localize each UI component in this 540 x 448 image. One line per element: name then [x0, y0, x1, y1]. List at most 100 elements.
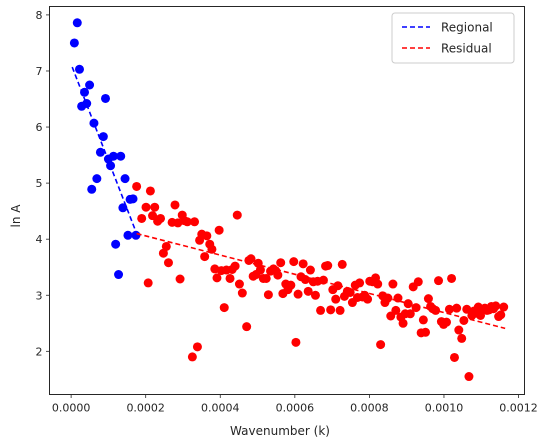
- point-residual-10: [161, 241, 171, 251]
- legend-box: [391, 12, 515, 64]
- point-regional-5: [82, 99, 92, 108]
- point-residual-71: [318, 275, 328, 285]
- point-residual-109: [413, 277, 423, 287]
- point-residual-73: [323, 261, 333, 271]
- point-residual-42: [246, 254, 256, 264]
- point-residual-9: [158, 248, 168, 258]
- point-residual-38: [234, 279, 244, 289]
- point-residual-76: [331, 294, 341, 304]
- point-regional-11: [98, 132, 108, 142]
- point-residual-117: [434, 276, 444, 286]
- legend: Regional Residual: [391, 12, 515, 64]
- point-residual-24: [200, 252, 210, 262]
- point-residual-2: [141, 202, 151, 212]
- point-residual-34: [225, 273, 235, 283]
- x-tick-label-6: 0.0012: [499, 402, 538, 415]
- point-regional-0: [69, 38, 79, 48]
- x-tick-label-3: 0.0006: [276, 402, 315, 415]
- point-regional-23: [128, 194, 138, 204]
- point-residual-103: [398, 318, 408, 328]
- y-tick-label-6: 8: [36, 9, 43, 22]
- x-tick-label-0: 0.0000: [52, 402, 91, 415]
- point-regional-24: [131, 230, 141, 240]
- point-residual-63: [298, 259, 308, 269]
- y-tick-label-4: 6: [36, 121, 43, 134]
- point-residual-70: [316, 305, 326, 315]
- point-residual-129: [464, 372, 474, 382]
- point-residual-74: [326, 305, 336, 315]
- y-tick-label-5: 7: [36, 65, 43, 78]
- point-residual-39: [237, 288, 247, 298]
- point-regional-16: [111, 239, 121, 249]
- point-residual-36: [230, 261, 240, 271]
- point-residual-18: [182, 217, 192, 227]
- point-residual-121: [444, 304, 454, 314]
- legend-label-residual: Residual: [441, 42, 492, 56]
- point-regional-2: [74, 64, 84, 74]
- y-tick-label-3: 5: [36, 177, 43, 190]
- point-residual-100: [391, 305, 401, 315]
- point-residual-30: [214, 225, 224, 235]
- point-residual-106: [405, 309, 415, 319]
- point-residual-54: [276, 258, 286, 268]
- point-residual-66: [305, 265, 315, 275]
- point-residual-124: [452, 303, 462, 313]
- point-residual-128: [462, 304, 472, 314]
- x-tick-label-2: 0.0004: [201, 402, 240, 415]
- point-regional-17: [114, 270, 124, 280]
- point-residual-82: [345, 287, 355, 297]
- point-residual-120: [442, 317, 451, 327]
- point-residual-58: [286, 280, 296, 290]
- point-regional-15: [108, 151, 118, 161]
- point-residual-89: [363, 294, 373, 304]
- point-residual-60: [291, 337, 301, 347]
- point-residual-46: [255, 265, 265, 275]
- point-residual-61: [293, 289, 303, 299]
- point-residual-108: [411, 303, 421, 313]
- point-regional-9: [92, 174, 102, 184]
- point-regional-10: [95, 147, 105, 157]
- x-tick-label-1: 0.0002: [126, 402, 165, 415]
- point-residual-37: [232, 210, 242, 220]
- point-residual-21: [192, 342, 202, 352]
- point-residual-32: [219, 303, 229, 313]
- point-residual-78: [335, 305, 345, 315]
- point-residual-0: [132, 181, 142, 191]
- point-residual-27: [207, 244, 217, 254]
- point-residual-11: [163, 258, 173, 268]
- fit-line-regional: [71, 66, 138, 234]
- point-residual-15: [175, 274, 185, 284]
- point-regional-1: [72, 18, 82, 28]
- point-regional-21: [123, 230, 133, 240]
- point-residual-141: [491, 301, 501, 311]
- point-residual-99: [388, 279, 398, 289]
- point-residual-126: [457, 333, 467, 343]
- point-residual-1: [137, 213, 147, 223]
- point-residual-8: [156, 213, 166, 223]
- point-residual-86: [355, 278, 365, 288]
- y-axis-label: ln A: [9, 204, 23, 228]
- point-residual-20: [190, 217, 200, 227]
- point-residual-122: [447, 273, 457, 283]
- point-residual-4: [145, 186, 155, 196]
- x-tick-label-5: 0.0010: [425, 402, 464, 415]
- point-residual-3: [143, 278, 153, 288]
- point-residual-77: [333, 281, 343, 291]
- point-regional-6: [85, 80, 95, 90]
- point-residual-144: [499, 302, 509, 312]
- y-tick-label-2: 4: [36, 233, 43, 246]
- axis-ticks: 0.0000 0.0002 0.0004 0.0006 0.0008 0.0010 0.00…: [36, 9, 538, 415]
- point-residual-111: [418, 315, 428, 325]
- plot-marks: [69, 18, 509, 382]
- point-residual-19: [187, 352, 197, 362]
- point-residual-123: [449, 352, 459, 362]
- point-residual-48: [261, 273, 271, 283]
- plot-frame: [49, 6, 525, 395]
- point-residual-6: [150, 202, 160, 212]
- point-regional-7: [87, 184, 97, 194]
- point-residual-125: [454, 325, 464, 335]
- point-residual-94: [376, 340, 386, 350]
- point-residual-65: [303, 286, 313, 296]
- x-tick-label-4: 0.0008: [350, 402, 389, 415]
